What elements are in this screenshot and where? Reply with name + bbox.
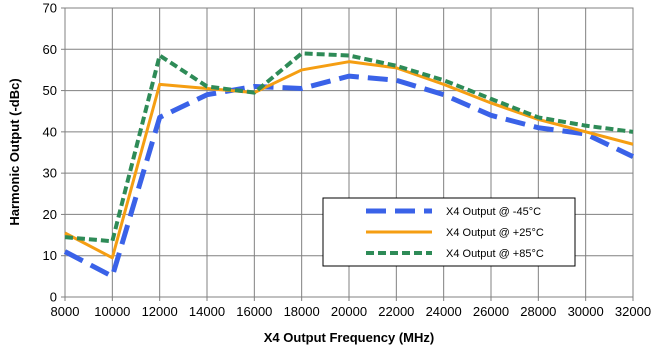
grid bbox=[64, 7, 634, 298]
x-tick-label: 32000 bbox=[615, 304, 651, 319]
series-line-1 bbox=[63, 73, 635, 279]
x-tick-label: 22000 bbox=[378, 304, 414, 319]
legend-entry-series-2: X4 Output @ +25°C bbox=[366, 227, 544, 239]
y-tick-label: 30 bbox=[43, 166, 57, 181]
legend-label-series-1: X4 Output @ -45°C bbox=[446, 206, 541, 218]
x-tick-label: 8000 bbox=[51, 304, 80, 319]
y-axis-ticks: 0 10 20 30 40 50 60 70 bbox=[43, 1, 65, 305]
x-axis-ticks: 8000 10000 12000 14000 16000 18000 20000 22000 2… bbox=[51, 297, 651, 319]
legend-entry-series-1: X4 Output @ -45°C bbox=[366, 206, 541, 218]
x-tick-label: 30000 bbox=[568, 304, 604, 319]
x-axis-label: X4 Output Frequency (MHz) bbox=[264, 330, 434, 345]
legend-label-series-2: X4 Output @ +25°C bbox=[446, 227, 544, 239]
y-tick-label: 50 bbox=[43, 83, 57, 98]
series-line-3 bbox=[64, 51, 634, 244]
y-tick-label: 0 bbox=[50, 290, 57, 305]
y-tick-label: 60 bbox=[43, 42, 57, 57]
legend-label-series-3: X4 Output @ +85°C bbox=[446, 248, 544, 260]
x-tick-label: 20000 bbox=[331, 304, 367, 319]
y-tick-label: 20 bbox=[43, 207, 57, 222]
legend-box bbox=[322, 197, 576, 267]
x-tick-label: 10000 bbox=[94, 304, 130, 319]
x-tick-label: 14000 bbox=[189, 304, 225, 319]
y-tick-label: 40 bbox=[43, 124, 57, 139]
x-tick-label: 18000 bbox=[284, 304, 320, 319]
x-tick-label: 16000 bbox=[236, 304, 272, 319]
series-lines bbox=[63, 51, 635, 279]
legend-entry-series-3: X4 Output @ +85°C bbox=[366, 248, 544, 260]
x-tick-label: 28000 bbox=[520, 304, 556, 319]
y-axis-label: Harmonic Output (-dBc) bbox=[7, 78, 22, 225]
x-tick-label: 26000 bbox=[473, 304, 509, 319]
y-tick-label: 70 bbox=[43, 1, 57, 16]
x-tick-label: 24000 bbox=[426, 304, 462, 319]
series-line-2 bbox=[64, 60, 634, 260]
legend: X4 Output @ -45°C X4 Output @ +25°C X4 O… bbox=[322, 197, 576, 267]
y-tick-label: 10 bbox=[43, 248, 57, 263]
x-tick-label: 12000 bbox=[142, 304, 178, 319]
